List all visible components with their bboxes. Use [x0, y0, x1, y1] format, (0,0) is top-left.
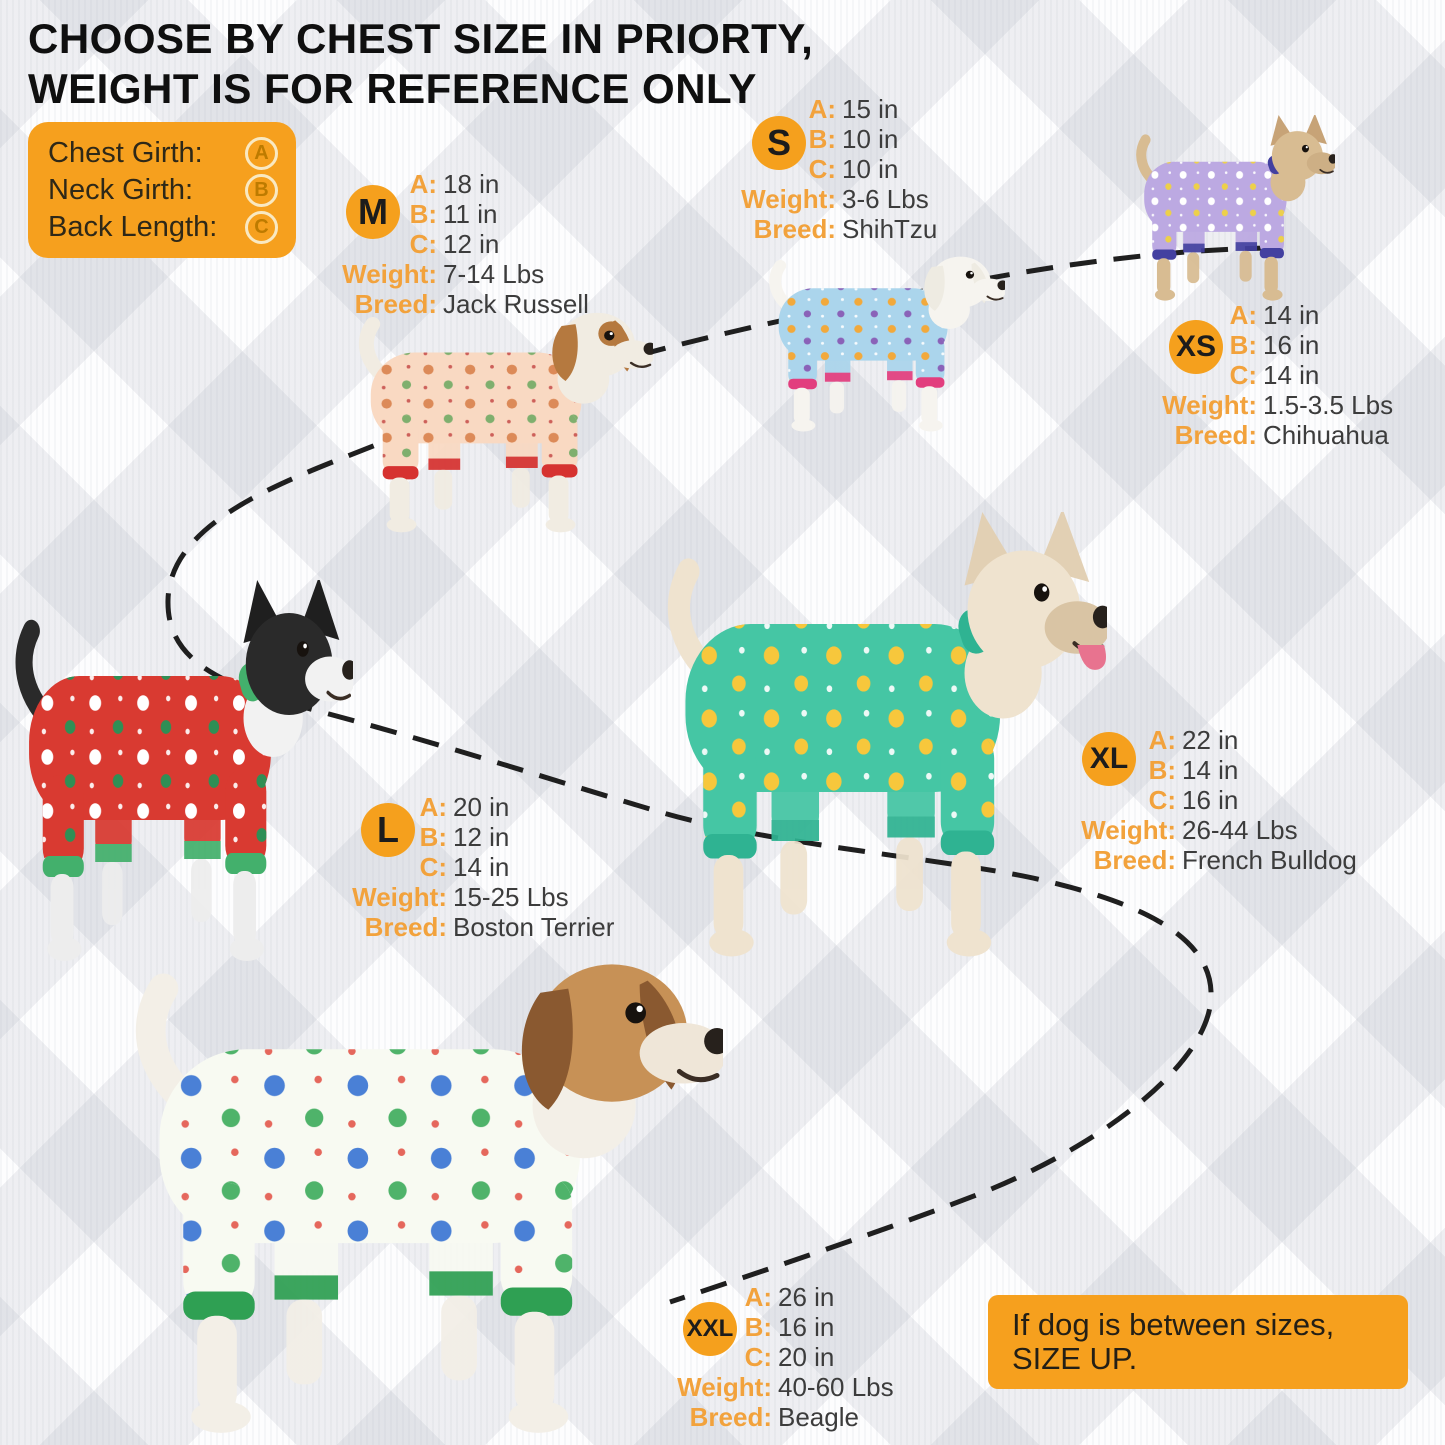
value-weight: 40-60 Lbs [778, 1372, 894, 1402]
size-badge-xxl: XXL [683, 1302, 737, 1356]
label-breed: Breed: [1174, 420, 1257, 450]
label-breed: Breed: [753, 214, 836, 244]
label-weight: Weight: [677, 1372, 772, 1402]
value-c: 16 in [1182, 785, 1239, 815]
page-title: CHOOSE BY CHEST SIZE IN PRIORTY, WEIGHT … [28, 14, 928, 113]
label-b: B: [808, 124, 836, 154]
legend-row-chest: Chest Girth: A [48, 135, 278, 172]
value-breed: Chihuahua [1263, 420, 1389, 450]
label-a: A: [808, 94, 836, 124]
value-c: 14 in [1263, 360, 1320, 390]
value-a: 14 in [1263, 300, 1320, 330]
label-weight: Weight: [741, 184, 836, 214]
value-b: 16 in [1263, 330, 1320, 360]
value-weight: 1.5-3.5 Lbs [1263, 390, 1394, 420]
sizing-note-line1: If dog is between sizes, [1012, 1307, 1335, 1342]
sizing-note-line2: SIZE UP. [1012, 1341, 1138, 1376]
label-weight: Weight: [1162, 390, 1257, 420]
value-breed: ShihTzu [842, 214, 938, 244]
value-a: 15 in [842, 94, 899, 124]
label-c: C: [409, 229, 437, 259]
size-badge-xl: XL [1082, 732, 1136, 786]
label-a: A: [409, 169, 437, 199]
legend-row-neck: Neck Girth: B [48, 172, 278, 209]
label-b: B: [419, 822, 447, 852]
value-weight: 3-6 Lbs [842, 184, 929, 214]
legend-label-back: Back Length: [48, 211, 218, 243]
label-b: B: [1229, 330, 1257, 360]
label-weight: Weight: [352, 882, 447, 912]
value-a: 26 in [778, 1282, 835, 1312]
value-c: 20 in [778, 1342, 835, 1372]
value-a: 18 in [443, 169, 500, 199]
value-weight: 7-14 Lbs [443, 259, 545, 289]
size-info-xs: A: 14 in B: 16 in C: 14 in Weight: 1.5-3.5 L… [1153, 301, 1393, 449]
value-c: 10 in [842, 154, 899, 184]
value-b: 14 in [1182, 755, 1239, 785]
value-breed: Jack Russell [443, 289, 589, 319]
value-c: 12 in [443, 229, 500, 259]
label-breed: Breed: [364, 912, 447, 942]
value-breed: Beagle [778, 1402, 859, 1432]
size-info-s: A: 15 in B: 10 in C: 10 in Weight: 3-6 Lbs B… [732, 95, 937, 243]
label-breed: Breed: [1093, 845, 1176, 875]
size-info-l: A: 20 in B: 12 in C: 14 in Weight: 15-25 Lbs… [343, 793, 614, 941]
label-b: B: [409, 199, 437, 229]
value-breed: French Bulldog [1182, 845, 1357, 875]
size-info-xl: A: 22 in B: 14 in C: 16 in Weight: 26-44 Lbs… [1072, 726, 1357, 874]
page-title-line2: WEIGHT IS FOR REFERENCE ONLY [28, 64, 757, 112]
value-b: 16 in [778, 1312, 835, 1342]
sizing-note: If dog is between sizes, SIZE UP. [988, 1295, 1408, 1389]
jack-russell-in-christmas-pajamas-image [335, 292, 653, 538]
label-weight: Weight: [342, 259, 437, 289]
label-a: A: [1148, 725, 1176, 755]
label-breed: Breed: [354, 289, 437, 319]
value-b: 12 in [453, 822, 510, 852]
legend-label-chest: Chest Girth: [48, 137, 203, 169]
value-breed: Boston Terrier [453, 912, 615, 942]
label-c: C: [1148, 785, 1176, 815]
french-bulldog-in-teal-duck-pajamas-image [632, 512, 1107, 967]
value-b: 11 in [443, 199, 498, 229]
size-info-m: A: 18 in B: 11 in C: 12 in Weight: 7-14 Lbs … [333, 170, 589, 318]
circled-a-icon: A [245, 137, 278, 170]
label-c: C: [1229, 360, 1257, 390]
circled-b-icon: B [245, 174, 278, 207]
boston-terrier-in-red-snowman-pajamas-image [0, 580, 353, 970]
label-c: C: [808, 154, 836, 184]
value-weight: 15-25 Lbs [453, 882, 569, 912]
page-title-line1: CHOOSE BY CHEST SIZE IN PRIORTY, [28, 15, 814, 62]
chihuahua-in-purple-pajamas-image [1120, 115, 1335, 305]
value-a: 22 in [1182, 725, 1239, 755]
legend-row-back: Back Length: C [48, 209, 278, 246]
circled-c-icon: C [245, 211, 278, 244]
label-c: C: [419, 852, 447, 882]
size-badge-s: S [752, 116, 806, 170]
size-badge-m: M [346, 185, 400, 239]
label-weight: Weight: [1081, 815, 1176, 845]
label-b: B: [1148, 755, 1176, 785]
value-c: 14 in [453, 852, 510, 882]
shihtzu-in-blue-pajamas-image [750, 240, 1005, 436]
label-a: A: [744, 1282, 772, 1312]
label-c: C: [744, 1342, 772, 1372]
size-info-xxl: A: 26 in B: 16 in C: 20 in Weight: 40-60 Lbs… [668, 1283, 894, 1431]
label-a: A: [419, 792, 447, 822]
legend-label-neck: Neck Girth: [48, 174, 194, 206]
size-badge-l: L [361, 803, 415, 857]
size-badge-xs: XS [1169, 320, 1223, 374]
value-weight: 26-44 Lbs [1182, 815, 1298, 845]
label-a: A: [1229, 300, 1257, 330]
value-a: 20 in [453, 792, 510, 822]
label-b: B: [744, 1312, 772, 1342]
measurement-legend: Chest Girth: A Neck Girth: B Back Length… [28, 122, 296, 258]
value-b: 10 in [842, 124, 899, 154]
label-breed: Breed: [689, 1402, 772, 1432]
beagle-in-white-dinosaur-pajamas-image [88, 920, 723, 1445]
